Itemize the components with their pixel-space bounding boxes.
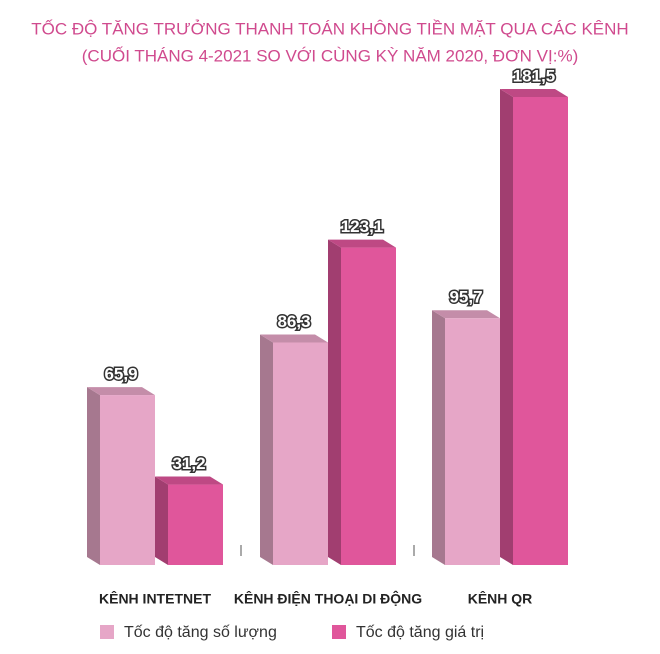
- value-label: 95,7: [449, 288, 482, 307]
- bar-side: [155, 476, 168, 565]
- bar-side: [87, 387, 100, 565]
- bar-side: [328, 239, 341, 565]
- chart-subtitle: (CUỐI THÁNG 4-2021 SO VỚI CÙNG KỲ NĂM 20…: [82, 45, 578, 65]
- legend-swatch: [332, 625, 346, 639]
- bar: [168, 484, 223, 565]
- bar-side: [432, 310, 445, 565]
- chart-title: TỐC ĐỘ TĂNG TRƯỞNG THANH TOÁN KHÔNG TIỀN…: [31, 18, 628, 38]
- bar-side: [500, 89, 513, 565]
- legend-label: Tốc độ tăng giá trị: [356, 624, 484, 641]
- bar-top: [500, 89, 568, 97]
- x-tick-label: KÊNH INTETNET: [99, 590, 211, 607]
- value-label: 65,9: [104, 365, 137, 384]
- value-label: 123,1: [341, 217, 384, 236]
- value-label: 86,3: [277, 312, 310, 331]
- legend-label: Tốc độ tăng số lượng: [124, 624, 277, 641]
- bar-top: [328, 239, 396, 248]
- bar-side: [260, 334, 273, 565]
- bar-top: [87, 387, 155, 396]
- value-label: 181,5: [513, 66, 556, 85]
- bar: [445, 318, 500, 565]
- bar-top: [260, 334, 328, 343]
- x-tick-label: KÊNH ĐIỆN THOẠI DI ĐỘNG: [234, 590, 422, 607]
- bar-top: [432, 310, 500, 319]
- bar-top: [155, 476, 223, 485]
- bar: [100, 395, 155, 565]
- value-label: 31,2: [172, 454, 205, 473]
- bar: [273, 342, 328, 565]
- legend-swatch: [100, 625, 114, 639]
- bar: [341, 247, 396, 565]
- bar: [513, 97, 568, 565]
- x-tick-label: KÊNH QR: [468, 590, 533, 607]
